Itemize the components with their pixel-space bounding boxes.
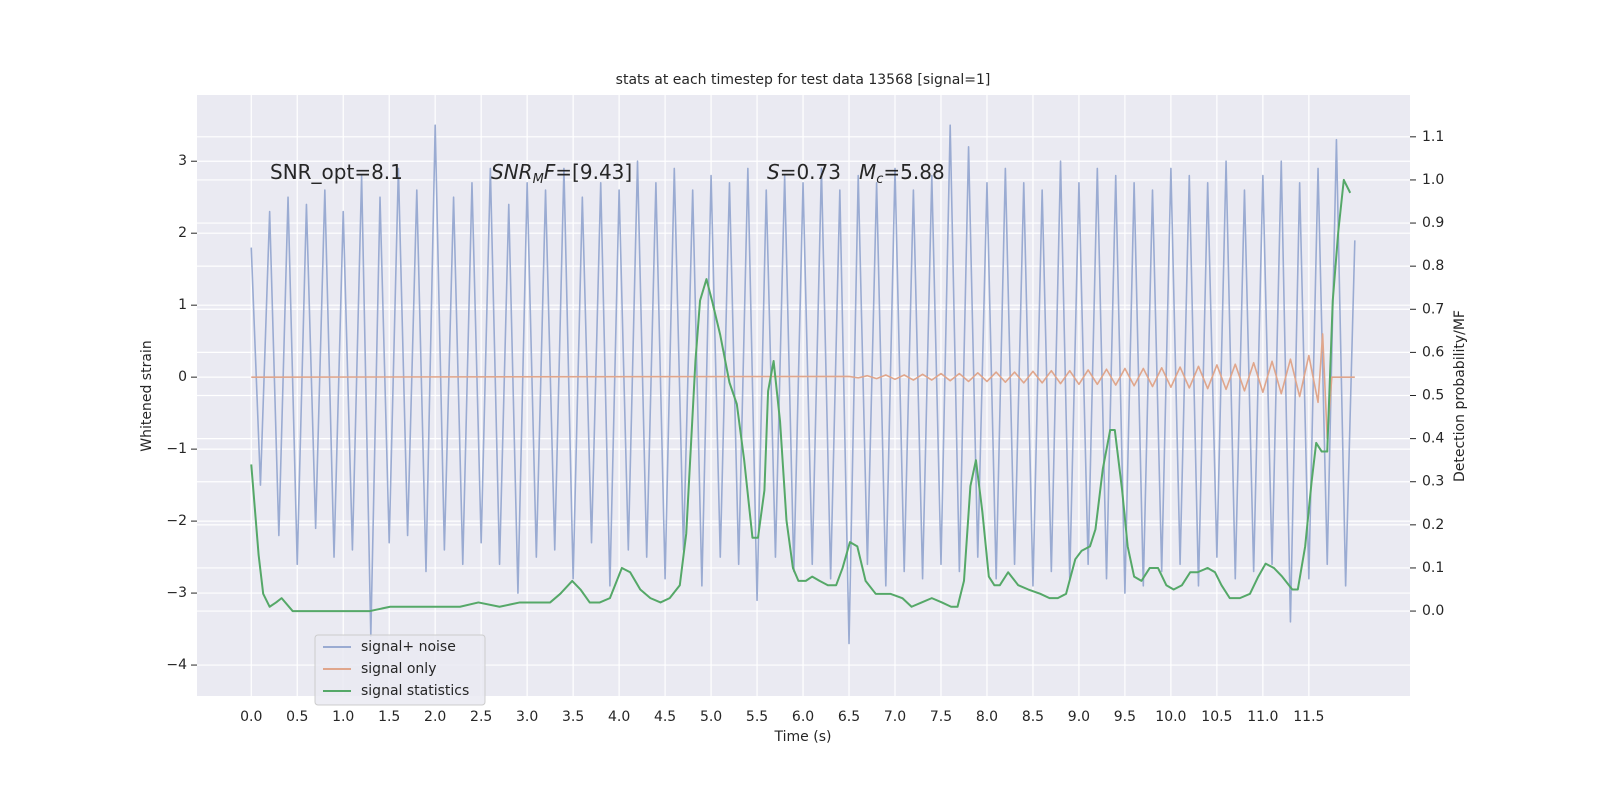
annotation: S=0.73 Mc=5.88 xyxy=(767,160,945,187)
marks xyxy=(250,124,1356,645)
y-tick-label: 0 xyxy=(178,369,187,385)
line-series xyxy=(250,124,1356,645)
x-tick-label: 6.5 xyxy=(838,709,860,725)
y2-tick-label: 0.3 xyxy=(1422,474,1444,490)
y-tick-label: −3 xyxy=(166,585,187,601)
chart-title: stats at each timestep for test data 135… xyxy=(616,72,991,88)
labels: 0.0 0.5 1.0 1.5 2.0 2.5 3.0 3.5 4.0 4.5 5.0 5.5 6.0 6… xyxy=(166,129,1444,725)
annotation: SNR_opt=8.1 xyxy=(270,160,403,184)
x-tick-label: 3.5 xyxy=(562,709,584,725)
y2-tick-label: 0.2 xyxy=(1422,517,1444,533)
x-tick-label: 7.0 xyxy=(884,709,906,725)
x-tick-label: 4.5 xyxy=(654,709,676,725)
annotation-part: M xyxy=(859,160,876,184)
y2-tick-label: 0.4 xyxy=(1422,431,1444,447)
y2-tick-label: 0.6 xyxy=(1422,344,1444,360)
line-series xyxy=(250,178,1352,613)
y-axis-label: Whitened strain xyxy=(139,340,155,451)
x-tick-label: 10.5 xyxy=(1201,709,1232,725)
x-tick-label: 4.0 xyxy=(608,709,630,725)
legend-label: signal statistics xyxy=(361,683,469,699)
annotation-part: F xyxy=(544,160,556,184)
x-tick-label: 9.5 xyxy=(1114,709,1136,725)
y2-tick-label: 0.9 xyxy=(1422,215,1444,231)
x-tick-label: 1.5 xyxy=(378,709,400,725)
y2-tick-label: 0.1 xyxy=(1422,560,1444,576)
annotation-part: M xyxy=(533,172,544,187)
legend: signal+ noise signal only signal statistic… xyxy=(314,634,486,706)
y-tick-label: −1 xyxy=(166,441,187,457)
legend-label: signal only xyxy=(361,661,436,677)
y-tick-label: 3 xyxy=(178,153,187,169)
y2-tick-label: 1.1 xyxy=(1422,129,1444,145)
y-tick-label: 2 xyxy=(178,225,187,241)
x-tick-label: 2.0 xyxy=(424,709,446,725)
line-series xyxy=(251,333,1355,440)
y2-tick-label: 1.0 xyxy=(1422,172,1444,188)
annotation-part: =[9.43] xyxy=(555,160,632,184)
y2-tick-label: 0.8 xyxy=(1422,258,1444,274)
x-tick-label: 5.5 xyxy=(746,709,768,725)
y-tick-label: −2 xyxy=(166,513,187,529)
annotation-part: SNR_opt=8.1 xyxy=(270,160,403,184)
annotation-part: =0.73 xyxy=(780,160,841,184)
y2-tick-label: 0.7 xyxy=(1422,301,1444,317)
x-tick-label: 3.0 xyxy=(516,709,538,725)
x-tick-label: 10.0 xyxy=(1155,709,1186,725)
annotation-part: S xyxy=(767,160,780,184)
annotation: SNRMF=[9.43] xyxy=(491,160,632,187)
x-tick-label: 2.5 xyxy=(470,709,492,725)
x-tick-label: 8.0 xyxy=(976,709,998,725)
legend-label: signal+ noise xyxy=(361,639,456,655)
x-tick-label: 11.0 xyxy=(1247,709,1278,725)
annotation-part: SNR xyxy=(491,160,533,184)
x-tick-label: 9.0 xyxy=(1068,709,1090,725)
x-tick-label: 0.5 xyxy=(286,709,308,725)
y-tick-label: −4 xyxy=(166,657,187,673)
y2-tick-label: 0.5 xyxy=(1422,388,1444,404)
x-axis-label: Time (s) xyxy=(774,729,832,745)
legend-box xyxy=(314,634,486,706)
x-tick-label: 11.5 xyxy=(1293,709,1324,725)
y2-axis-label: Detection probability/MF xyxy=(1452,310,1468,482)
x-tick-label: 6.0 xyxy=(792,709,814,725)
x-tick-label: 5.0 xyxy=(700,709,722,725)
y2-tick-label: 0.0 xyxy=(1422,603,1444,619)
annotation-part: =5.88 xyxy=(883,160,944,184)
x-tick-label: 1.0 xyxy=(332,709,354,725)
annotation-part: c xyxy=(876,172,883,187)
x-tick-label: 7.5 xyxy=(930,709,952,725)
y-tick-label: 1 xyxy=(178,297,187,313)
x-tick-label: 0.0 xyxy=(240,709,262,725)
x-tick-label: 8.5 xyxy=(1022,709,1044,725)
